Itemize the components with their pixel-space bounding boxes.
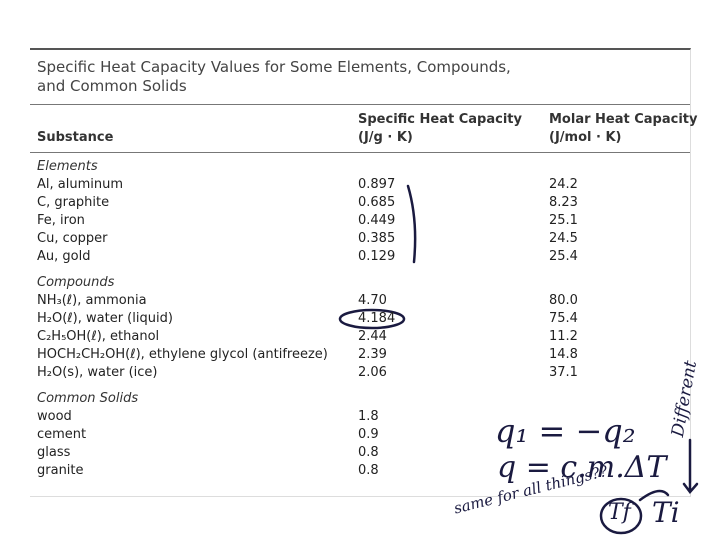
column-header: Substance [37, 130, 114, 145]
cell: 75.4 [549, 311, 578, 326]
handwriting: q₁ = −q₂ [495, 412, 636, 450]
bracket [406, 184, 417, 264]
column-header: Specific Heat Capacity [358, 112, 522, 127]
arrow [638, 489, 670, 502]
cell: 0.129 [358, 249, 396, 264]
cell: 14.8 [549, 347, 578, 362]
handwriting: q = c.m.ΔT [497, 450, 667, 485]
rule [30, 104, 690, 105]
section-label: Elements [37, 159, 98, 174]
circle [338, 308, 406, 330]
column-header: Molar Heat Capacity [549, 112, 698, 127]
cell: Al, aluminum [37, 177, 124, 192]
cell: C₂H₅OH(ℓ), ethanol [37, 329, 160, 344]
title: and Common Solids [37, 77, 187, 95]
cell: H₂O(ℓ), water (liquid) [37, 311, 173, 326]
cell: 4.184 [358, 311, 396, 326]
handwriting: Ti [652, 496, 680, 529]
cell: 4.70 [358, 293, 387, 308]
handwriting: Tf [608, 500, 631, 525]
cell: 0.8 [358, 445, 379, 460]
table-panel [30, 48, 691, 497]
cell: 0.385 [358, 231, 396, 246]
cell: 2.39 [358, 347, 387, 362]
rule [30, 152, 690, 153]
cell: 0.8 [358, 463, 379, 478]
column-header: (J/g · K) [358, 130, 413, 145]
cell: glass [37, 445, 71, 460]
cell: NH₃(ℓ), ammonia [37, 293, 147, 308]
cell: 0.449 [358, 213, 396, 228]
cell: Au, gold [37, 249, 91, 264]
cell: wood [37, 409, 72, 424]
cell: 8.23 [549, 195, 578, 210]
section-label: Common Solids [37, 391, 139, 406]
title: Specific Heat Capacity Values for Some E… [37, 58, 511, 76]
cell: 25.1 [549, 213, 578, 228]
circle [599, 497, 643, 535]
cell: 80.0 [549, 293, 578, 308]
cell: 24.2 [549, 177, 578, 192]
cell: 0.9 [358, 427, 379, 442]
cell: H₂O(s), water (ice) [37, 365, 158, 380]
cell: 11.2 [549, 329, 578, 344]
column-header: (J/mol · K) [549, 130, 622, 145]
cell: granite [37, 463, 84, 478]
cell: 0.685 [358, 195, 396, 210]
cell: 37.1 [549, 365, 578, 380]
cell: 0.897 [358, 177, 396, 192]
cell: 2.06 [358, 365, 387, 380]
cell: 24.5 [549, 231, 578, 246]
cell: 1.8 [358, 409, 379, 424]
arrow [682, 438, 699, 494]
cell: cement [37, 427, 87, 442]
cell: 25.4 [549, 249, 578, 264]
cell: Cu, copper [37, 231, 108, 246]
section-label: Compounds [37, 275, 115, 290]
cell: C, graphite [37, 195, 110, 210]
cell: HOCH₂CH₂OH(ℓ), ethylene glycol (antifree… [37, 347, 328, 362]
cell: 2.44 [358, 329, 387, 344]
cell: Fe, iron [37, 213, 85, 228]
